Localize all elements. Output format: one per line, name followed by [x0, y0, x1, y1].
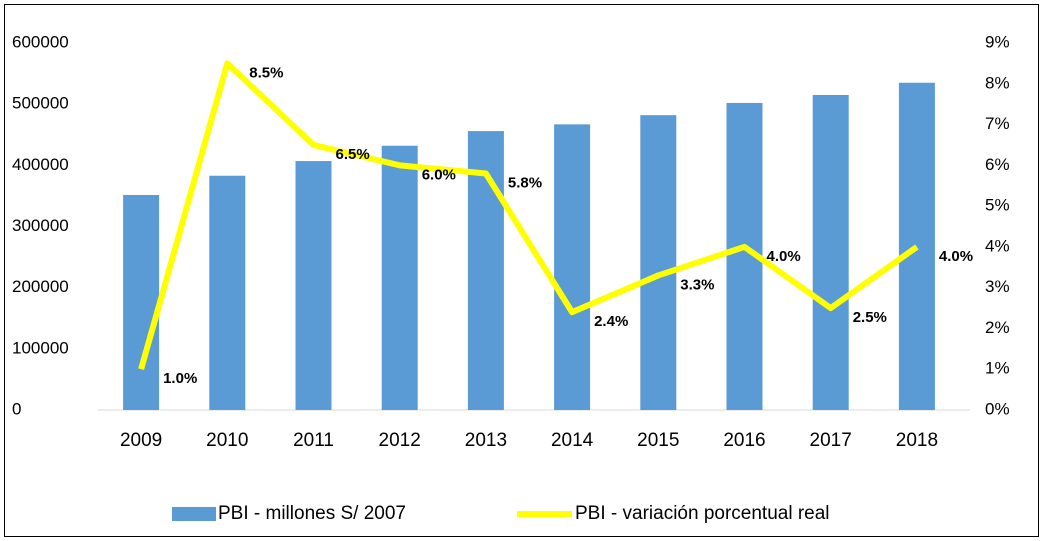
y-tick-label: 400000: [12, 155, 69, 174]
legend-label: PBI - millones S/ 2007: [218, 503, 406, 524]
chart-frame: [4, 4, 1039, 537]
y2-tick-label: 4%: [985, 236, 1010, 255]
bar: [295, 161, 332, 410]
y-tick-label: 600000: [12, 32, 69, 51]
y2-tick-label: 8%: [985, 73, 1010, 92]
y2-tick-label: 7%: [985, 114, 1010, 133]
x-tick-label: 2014: [551, 430, 594, 451]
data-label: 6.0%: [422, 166, 456, 183]
data-label: 5.8%: [508, 174, 542, 191]
y2-tick-label: 1%: [985, 359, 1010, 378]
data-label: 1.0%: [163, 370, 197, 387]
bar: [554, 124, 591, 410]
bar: [123, 194, 160, 410]
y2-tick-label: 5%: [985, 196, 1010, 215]
y-tick-label: 500000: [12, 94, 69, 113]
bar: [640, 115, 677, 410]
y-tick-label: 100000: [12, 338, 69, 357]
legend-swatch: [172, 507, 216, 521]
y-tick-label: 200000: [12, 277, 69, 296]
bar: [812, 94, 849, 410]
x-tick-label: 2018: [896, 430, 938, 451]
data-label: 3.3%: [680, 276, 714, 293]
legend-label: PBI - variación porcentual real: [575, 503, 830, 524]
data-label: 4.0%: [767, 248, 801, 265]
x-tick-label: 2012: [379, 430, 421, 451]
x-tick-label: 2009: [120, 430, 162, 451]
bar: [898, 82, 935, 410]
y2-tick-label: 3%: [985, 277, 1010, 296]
x-tick-label: 2017: [810, 430, 852, 451]
x-tick-label: 2013: [465, 430, 507, 451]
x-tick-label: 2011: [293, 430, 334, 451]
bar: [381, 145, 418, 410]
data-label: 6.5%: [336, 146, 370, 163]
x-tick-label: 2015: [637, 430, 679, 451]
y-tick-label: 0: [12, 399, 21, 418]
y2-tick-label: 2%: [985, 318, 1010, 337]
x-tick-label: 2010: [206, 430, 248, 451]
data-label: 2.5%: [853, 309, 887, 326]
line: [138, 60, 919, 371]
y2-tick-label: 6%: [985, 155, 1010, 174]
y2-tick-label: 0%: [985, 399, 1010, 418]
x-tick-label: 2016: [723, 430, 765, 451]
bar: [209, 175, 246, 410]
data-label: 4.0%: [939, 248, 973, 265]
data-label: 2.4%: [594, 313, 628, 330]
y-tick-label: 300000: [12, 216, 69, 235]
data-label: 8.5%: [249, 64, 283, 81]
y2-tick-label: 9%: [985, 32, 1010, 51]
